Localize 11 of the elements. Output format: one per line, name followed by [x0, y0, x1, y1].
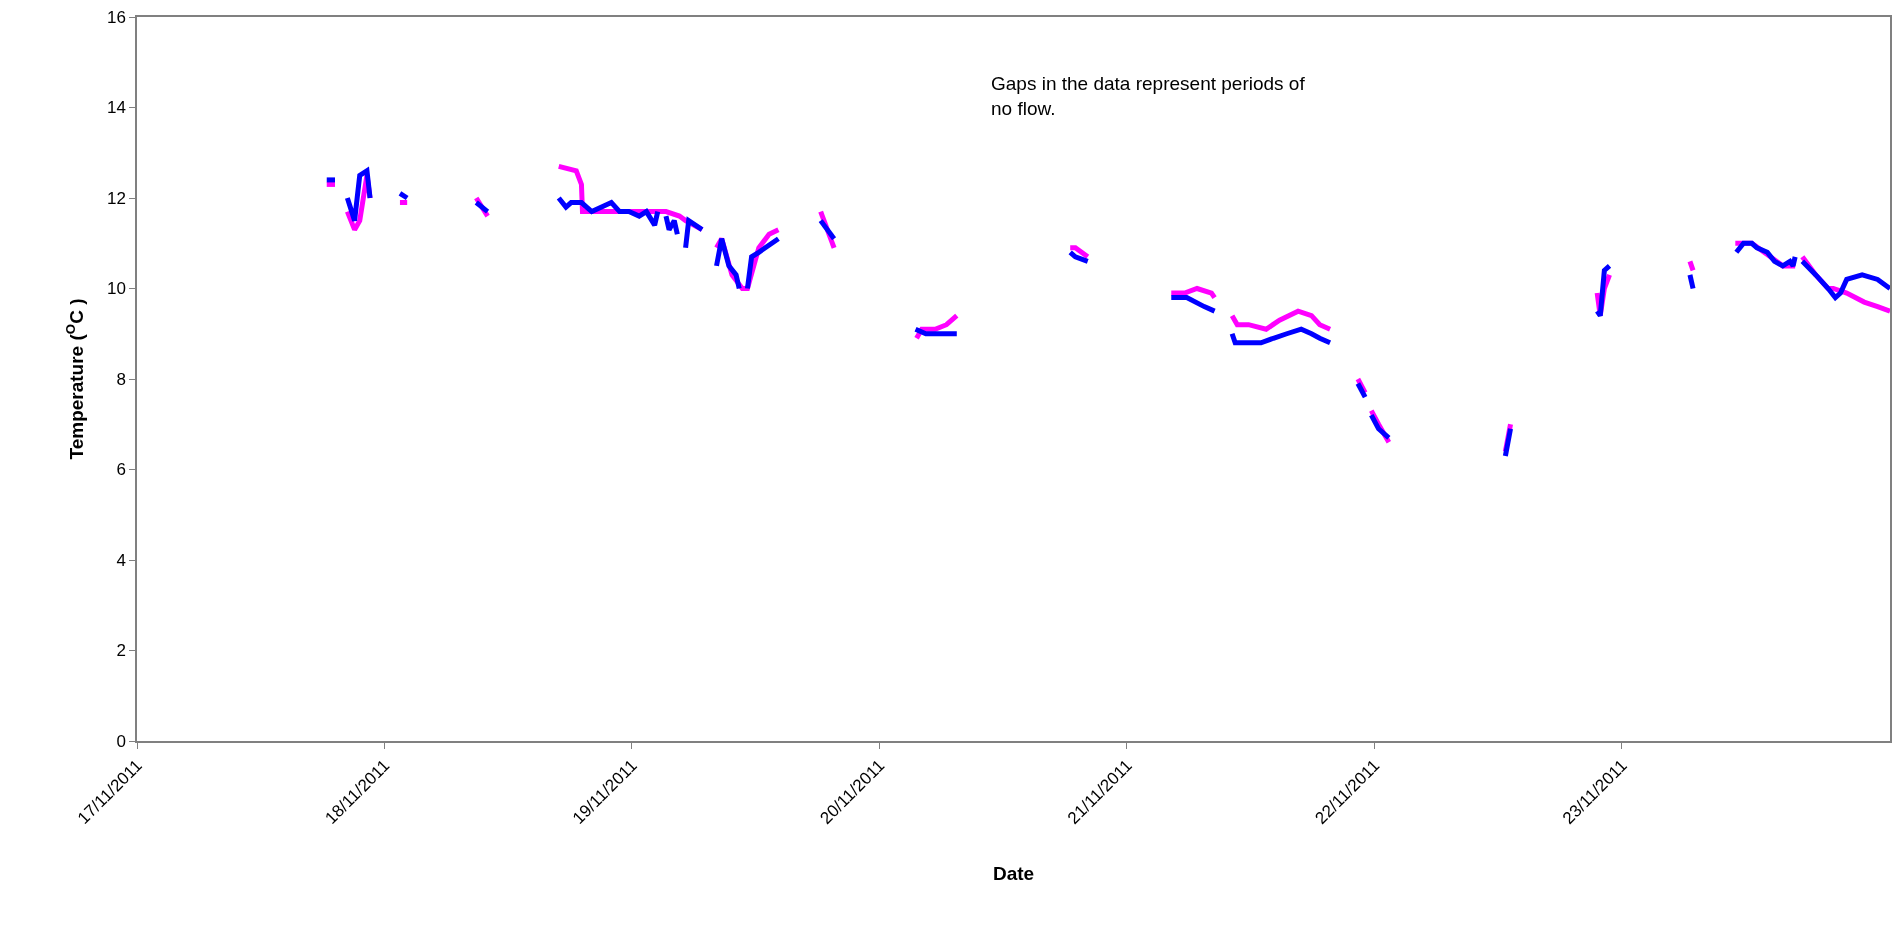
y-tick-label: 0	[116, 731, 126, 751]
annotation: Gaps in the data represent periods of no flow.	[991, 73, 1306, 119]
y-tick-label: 4	[116, 550, 126, 570]
x-axis-title: Date	[992, 863, 1035, 885]
y-tick-label: 10	[106, 279, 126, 299]
y-tick-label: 16	[106, 7, 126, 27]
y-tick-label: 6	[116, 460, 126, 480]
y-tick-label: 8	[116, 369, 126, 389]
y-tick-label: 14	[106, 98, 126, 118]
y-tick-label: 12	[106, 188, 126, 208]
y-tick-label: 2	[116, 641, 126, 661]
